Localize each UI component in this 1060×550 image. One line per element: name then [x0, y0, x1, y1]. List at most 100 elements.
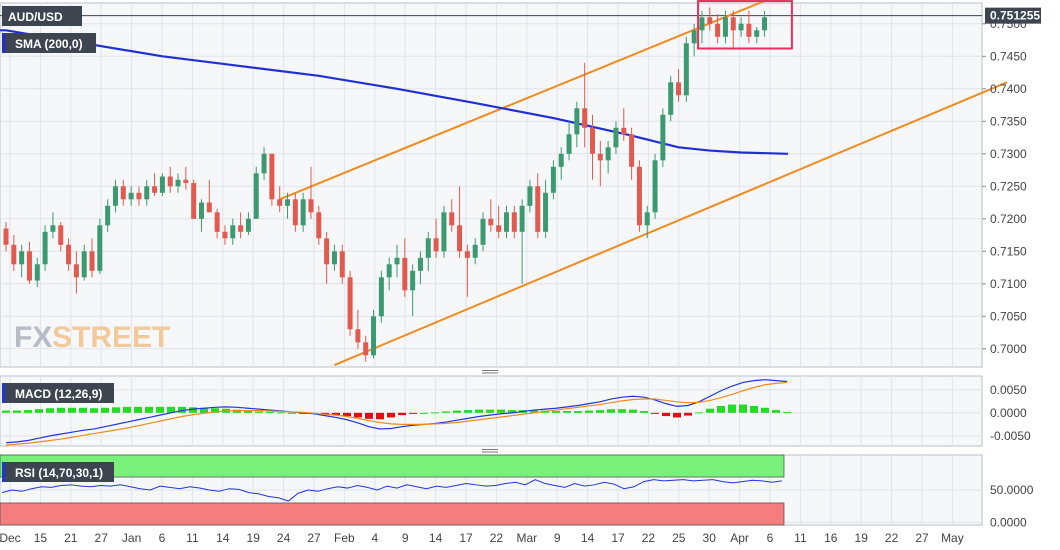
macd-hist-bar	[563, 411, 571, 413]
rsi-oversold-zone	[0, 502, 785, 526]
candle-body	[652, 160, 658, 213]
candle-body	[621, 127, 627, 135]
price-tick-label: 0.7150	[990, 244, 1027, 258]
candle	[222, 225, 228, 245]
candle-body	[668, 82, 674, 115]
candle	[629, 127, 635, 180]
x-tick-label: 17	[611, 531, 625, 545]
candle-body	[347, 277, 353, 330]
macd-hist-bar	[255, 411, 263, 413]
macd-tick-label: 0.0050	[990, 383, 1027, 397]
macd-hist-bar	[200, 407, 208, 413]
candle	[339, 244, 345, 284]
watermark-fx: FX	[14, 321, 52, 354]
macd-indicator-label[interactable]: MACD (12,26,9)	[2, 383, 114, 403]
candle-body	[144, 186, 150, 200]
candle	[238, 212, 244, 239]
x-tick-label: Apr	[730, 531, 749, 545]
macd-hist-bar	[57, 407, 65, 413]
candle	[3, 222, 9, 252]
macd-hist-bar	[431, 412, 439, 414]
candle-body	[42, 231, 48, 265]
macd-hist-bar	[585, 410, 593, 413]
x-tick-label: Dec	[0, 531, 21, 545]
candle	[285, 192, 291, 219]
candle-body	[488, 218, 494, 226]
candle	[566, 121, 572, 161]
candle-body	[707, 17, 713, 24]
candle-body	[175, 179, 181, 187]
macd-hist-bar	[739, 404, 747, 413]
macd-hist-bar	[475, 409, 483, 413]
x-tick-label: May	[941, 531, 964, 545]
candle	[347, 270, 353, 336]
candle	[19, 244, 25, 278]
candle	[308, 166, 314, 219]
candle-body	[746, 23, 752, 37]
candle	[199, 199, 204, 232]
current-price-value: 0.751255	[990, 9, 1040, 23]
macd-hist-bar	[332, 412, 340, 416]
symbol-label[interactable]: AUD/USD	[2, 6, 82, 26]
candle-body	[472, 244, 478, 258]
price-tick-label: 0.7200	[990, 212, 1027, 226]
x-tick-label: 14	[216, 531, 230, 545]
macd-hist-bar	[343, 412, 351, 417]
candle-body	[199, 202, 204, 219]
candle-body	[722, 17, 728, 37]
candle-body	[417, 257, 423, 271]
rsi-resize-handle[interactable]	[478, 448, 502, 454]
candle	[410, 264, 416, 317]
candle	[245, 212, 251, 236]
macd-hist-bar	[123, 406, 131, 413]
current-price-tag: 0.751255	[985, 7, 1041, 24]
sma-200-line	[0, 29, 789, 155]
rsi-plot	[1, 479, 783, 502]
macd-hist-bar	[486, 409, 494, 413]
candle	[11, 235, 17, 271]
x-tick-label: 4	[371, 531, 378, 545]
candle-body	[558, 153, 564, 167]
candle	[167, 166, 173, 193]
price-tick-label: 0.7300	[990, 147, 1027, 161]
candle-body	[324, 238, 330, 265]
candle	[464, 244, 470, 297]
channel-lower-line	[334, 81, 1008, 366]
x-axis-labels: Dec 15 21 27 Jan 6 11 14 19 24 27 Feb 4 9 14 17 22 Mar 9 14…	[0, 531, 964, 545]
candle	[152, 173, 158, 197]
candle-body	[605, 147, 611, 161]
macd-hist-bar	[640, 411, 648, 413]
candle	[183, 166, 189, 190]
macd-resize-handle[interactable]	[478, 369, 502, 375]
rsi-indicator-label[interactable]: RSI (14,70,30,1)	[2, 462, 114, 482]
candle-body	[120, 186, 126, 200]
candle-body	[261, 153, 267, 174]
candle	[754, 27, 760, 44]
macd-hist-bar	[651, 412, 659, 414]
x-tick-label: 30	[703, 531, 717, 545]
candle-body	[449, 212, 455, 226]
macd-title: MACD (12,26,9)	[15, 387, 102, 401]
candle	[621, 108, 627, 141]
macd-hist-bar	[288, 412, 296, 414]
candle	[676, 69, 682, 102]
sma-indicator-label[interactable]: SMA (200,0)	[2, 33, 96, 53]
candle	[519, 199, 525, 284]
candle	[488, 199, 494, 232]
candle-body	[754, 30, 760, 37]
x-tick-label: 14	[429, 531, 443, 545]
candle-body	[355, 329, 361, 343]
candle-body	[699, 17, 705, 31]
candle-body	[597, 153, 603, 161]
macd-hist-bar	[772, 410, 780, 413]
macd-hist-bar	[552, 411, 560, 413]
macd-hist-bar	[409, 412, 417, 414]
candle	[558, 147, 564, 180]
symbol-text: AUD/USD	[8, 10, 63, 24]
candle	[363, 335, 369, 362]
candle-body	[691, 30, 697, 44]
price-tick-label: 0.7050	[990, 309, 1027, 323]
macd-hist-bar	[189, 407, 197, 413]
candle	[441, 205, 447, 258]
